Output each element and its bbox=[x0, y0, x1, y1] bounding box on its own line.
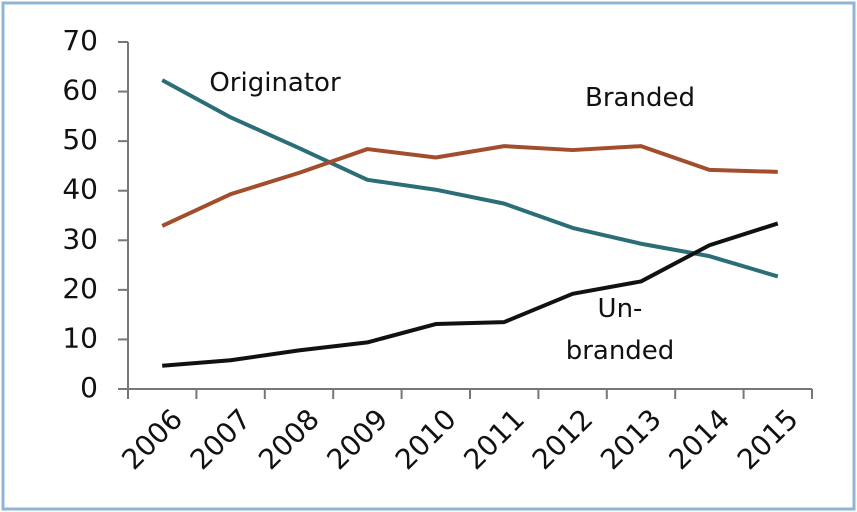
y-tick-label: 40 bbox=[62, 173, 98, 206]
x-tick-label: 2011 bbox=[457, 403, 531, 477]
y-tick-label: 70 bbox=[62, 24, 98, 57]
series-line bbox=[161, 144, 778, 228]
series-line bbox=[162, 221, 779, 368]
x-tick-label: 2010 bbox=[389, 403, 463, 477]
x-tick-label: 2007 bbox=[184, 403, 258, 477]
x-tick-label: 2006 bbox=[115, 403, 189, 477]
series-annotation: Branded bbox=[585, 83, 695, 113]
x-tick-label: 2012 bbox=[526, 403, 600, 477]
y-tick-label: 0 bbox=[80, 371, 98, 404]
series-annotation-box: Un-branded bbox=[565, 294, 675, 366]
series-annotation-box: Originator bbox=[209, 68, 341, 98]
series-annotation: Originator bbox=[209, 68, 341, 98]
y-tick-label: 20 bbox=[62, 272, 98, 305]
series-annotation: Un-branded bbox=[565, 294, 675, 366]
x-tick-label: 2008 bbox=[252, 403, 326, 477]
x-tick-label: 2013 bbox=[594, 403, 668, 477]
x-tick-label: 2014 bbox=[663, 403, 737, 477]
y-tick-label: 60 bbox=[62, 74, 98, 107]
series-line bbox=[161, 78, 779, 279]
x-tick-label: 2015 bbox=[731, 403, 805, 477]
x-tick-label: 2009 bbox=[321, 403, 395, 477]
y-tick-label: 30 bbox=[62, 222, 98, 255]
y-tick-label: 50 bbox=[62, 123, 98, 156]
series-annotation-box: Branded bbox=[585, 83, 695, 113]
y-tick-label: 10 bbox=[62, 321, 98, 354]
